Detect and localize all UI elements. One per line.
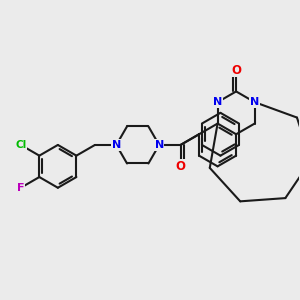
Text: Cl: Cl	[15, 140, 26, 150]
Text: O: O	[231, 64, 241, 76]
Text: N: N	[112, 140, 121, 150]
Text: F: F	[17, 183, 25, 193]
Text: N: N	[250, 97, 259, 107]
Text: N: N	[154, 140, 164, 150]
Text: N: N	[213, 97, 222, 107]
Text: O: O	[176, 160, 185, 173]
